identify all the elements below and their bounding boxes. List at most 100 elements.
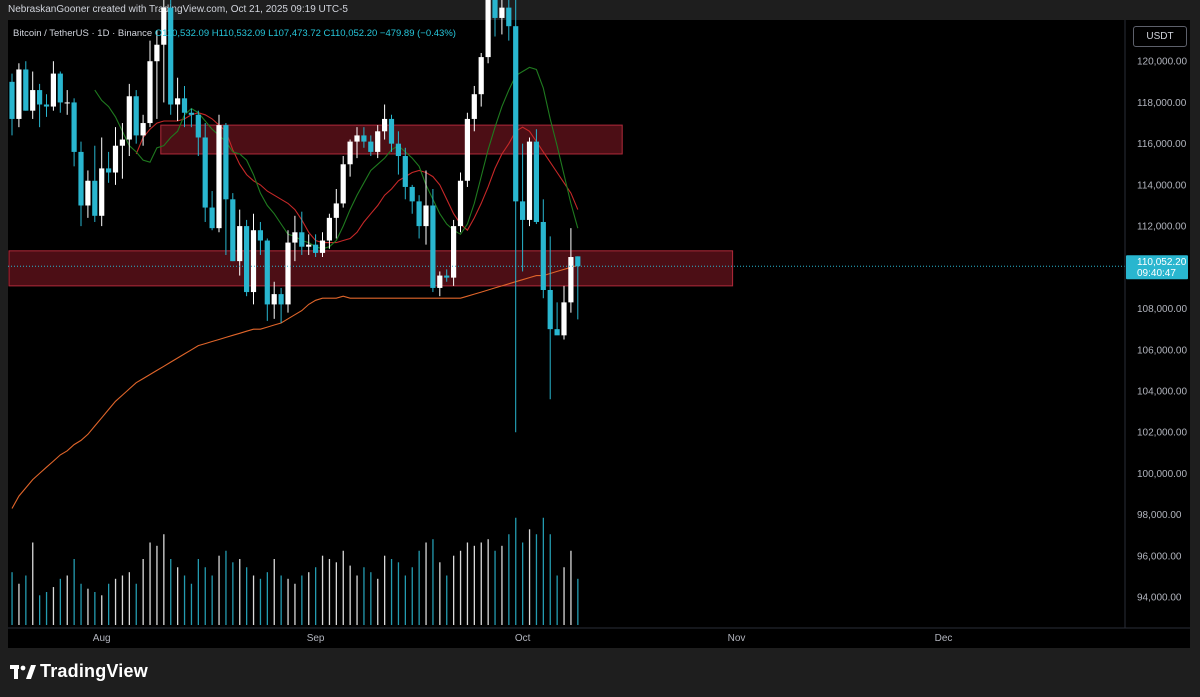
- volume-bar: [446, 575, 448, 625]
- candle-body: [492, 0, 498, 18]
- candle: [202, 123, 208, 222]
- volume-bar: [522, 542, 524, 625]
- volume-bar: [94, 592, 96, 625]
- candle-body: [112, 145, 119, 173]
- time-tick-label: Aug: [93, 633, 111, 644]
- volume-bar: [370, 572, 372, 625]
- volume-bar: [156, 545, 158, 625]
- volume-bar: [556, 575, 558, 625]
- volume-bar: [459, 550, 462, 625]
- candle-body: [306, 244, 312, 247]
- candle-body: [575, 256, 581, 267]
- price-axis-background: [1125, 20, 1190, 628]
- volume-bar: [128, 572, 130, 625]
- volume-bar: [45, 592, 48, 625]
- candle-body: [16, 69, 22, 119]
- candle-body: [485, 0, 491, 58]
- volume-bar: [73, 559, 75, 625]
- candle: [423, 170, 429, 245]
- volume-bar: [149, 542, 151, 625]
- candle: [9, 73, 15, 136]
- volume-bar: [397, 562, 400, 625]
- candle: [478, 52, 484, 107]
- symbol-legend: Bitcoin / TetherUS · 1D · Binance O110,5…: [13, 28, 456, 39]
- volume-bar: [294, 583, 296, 625]
- candle: [533, 129, 539, 225]
- candle-body: [237, 226, 243, 262]
- tradingview-logo[interactable]: TradingView: [10, 661, 148, 682]
- candle-body: [464, 118, 470, 181]
- candle: [237, 209, 243, 276]
- candle-body: [257, 230, 263, 241]
- candle-body: [395, 143, 401, 157]
- candle-body: [154, 44, 160, 62]
- candle: [416, 195, 422, 239]
- volume-bar: [218, 555, 220, 625]
- tradingview-brand-text: TradingView: [40, 661, 148, 681]
- candle-body: [161, 7, 167, 45]
- candle-body: [195, 114, 201, 138]
- candle-body: [271, 294, 277, 305]
- candle: [361, 127, 367, 148]
- time-tick-label: Sep: [307, 633, 325, 644]
- candle: [106, 151, 112, 183]
- candle: [216, 114, 222, 233]
- candle: [244, 219, 250, 297]
- volume-bar: [432, 539, 434, 625]
- candle-body: [375, 131, 381, 152]
- volume-bar: [515, 517, 517, 625]
- candle: [313, 234, 319, 258]
- volume-bar: [87, 588, 89, 625]
- symbol-name: Bitcoin / TetherUS · 1D · Binance: [13, 28, 153, 39]
- candle-body: [540, 221, 546, 290]
- volume-bar: [453, 555, 455, 625]
- volume-bar: [232, 562, 234, 625]
- price-tick-label: 96,000.00: [1137, 551, 1182, 562]
- candle: [64, 90, 70, 115]
- candle-body: [409, 186, 415, 202]
- volume-bar: [466, 542, 469, 625]
- price-tick-label: 104,000.00: [1137, 386, 1187, 397]
- candle: [257, 221, 263, 255]
- candle: [388, 114, 395, 152]
- volume-bar: [259, 578, 262, 625]
- candle: [285, 230, 291, 313]
- candle-body: [216, 125, 222, 229]
- candle-body: [140, 123, 146, 136]
- volume-bar: [252, 575, 255, 625]
- candle: [50, 61, 56, 111]
- volume-bar: [121, 575, 124, 625]
- candle: [85, 170, 91, 218]
- candle: [126, 83, 132, 157]
- candle-body: [313, 244, 319, 253]
- candle-body: [444, 275, 450, 278]
- candle-body: [319, 240, 326, 253]
- candle-body: [347, 141, 353, 165]
- candle-body: [292, 232, 298, 243]
- candle-body: [30, 90, 36, 111]
- volume-bar: [246, 567, 248, 625]
- candle: [99, 137, 105, 227]
- candle: [464, 112, 470, 187]
- volume-bar: [439, 562, 441, 625]
- volume-bar: [349, 565, 351, 625]
- candle-body: [547, 289, 553, 330]
- volume-bar: [528, 529, 531, 625]
- candle: [526, 137, 533, 227]
- candle-body: [299, 232, 305, 247]
- price-tick-label: 118,000.00: [1137, 98, 1187, 109]
- last-price-badge: [1126, 255, 1188, 280]
- price-tick-label: 108,000.00: [1137, 304, 1187, 315]
- candle: [250, 213, 257, 305]
- candle-body: [244, 226, 250, 293]
- candle: [506, 0, 512, 41]
- volume-bar: [280, 575, 282, 625]
- volume-bar: [363, 567, 365, 625]
- currency-selector[interactable]: USDT: [1133, 26, 1187, 47]
- candle: [43, 94, 50, 117]
- volume-bar: [508, 534, 510, 625]
- candle: [292, 215, 298, 262]
- candle-body: [92, 180, 98, 216]
- volume-bars: [11, 517, 579, 625]
